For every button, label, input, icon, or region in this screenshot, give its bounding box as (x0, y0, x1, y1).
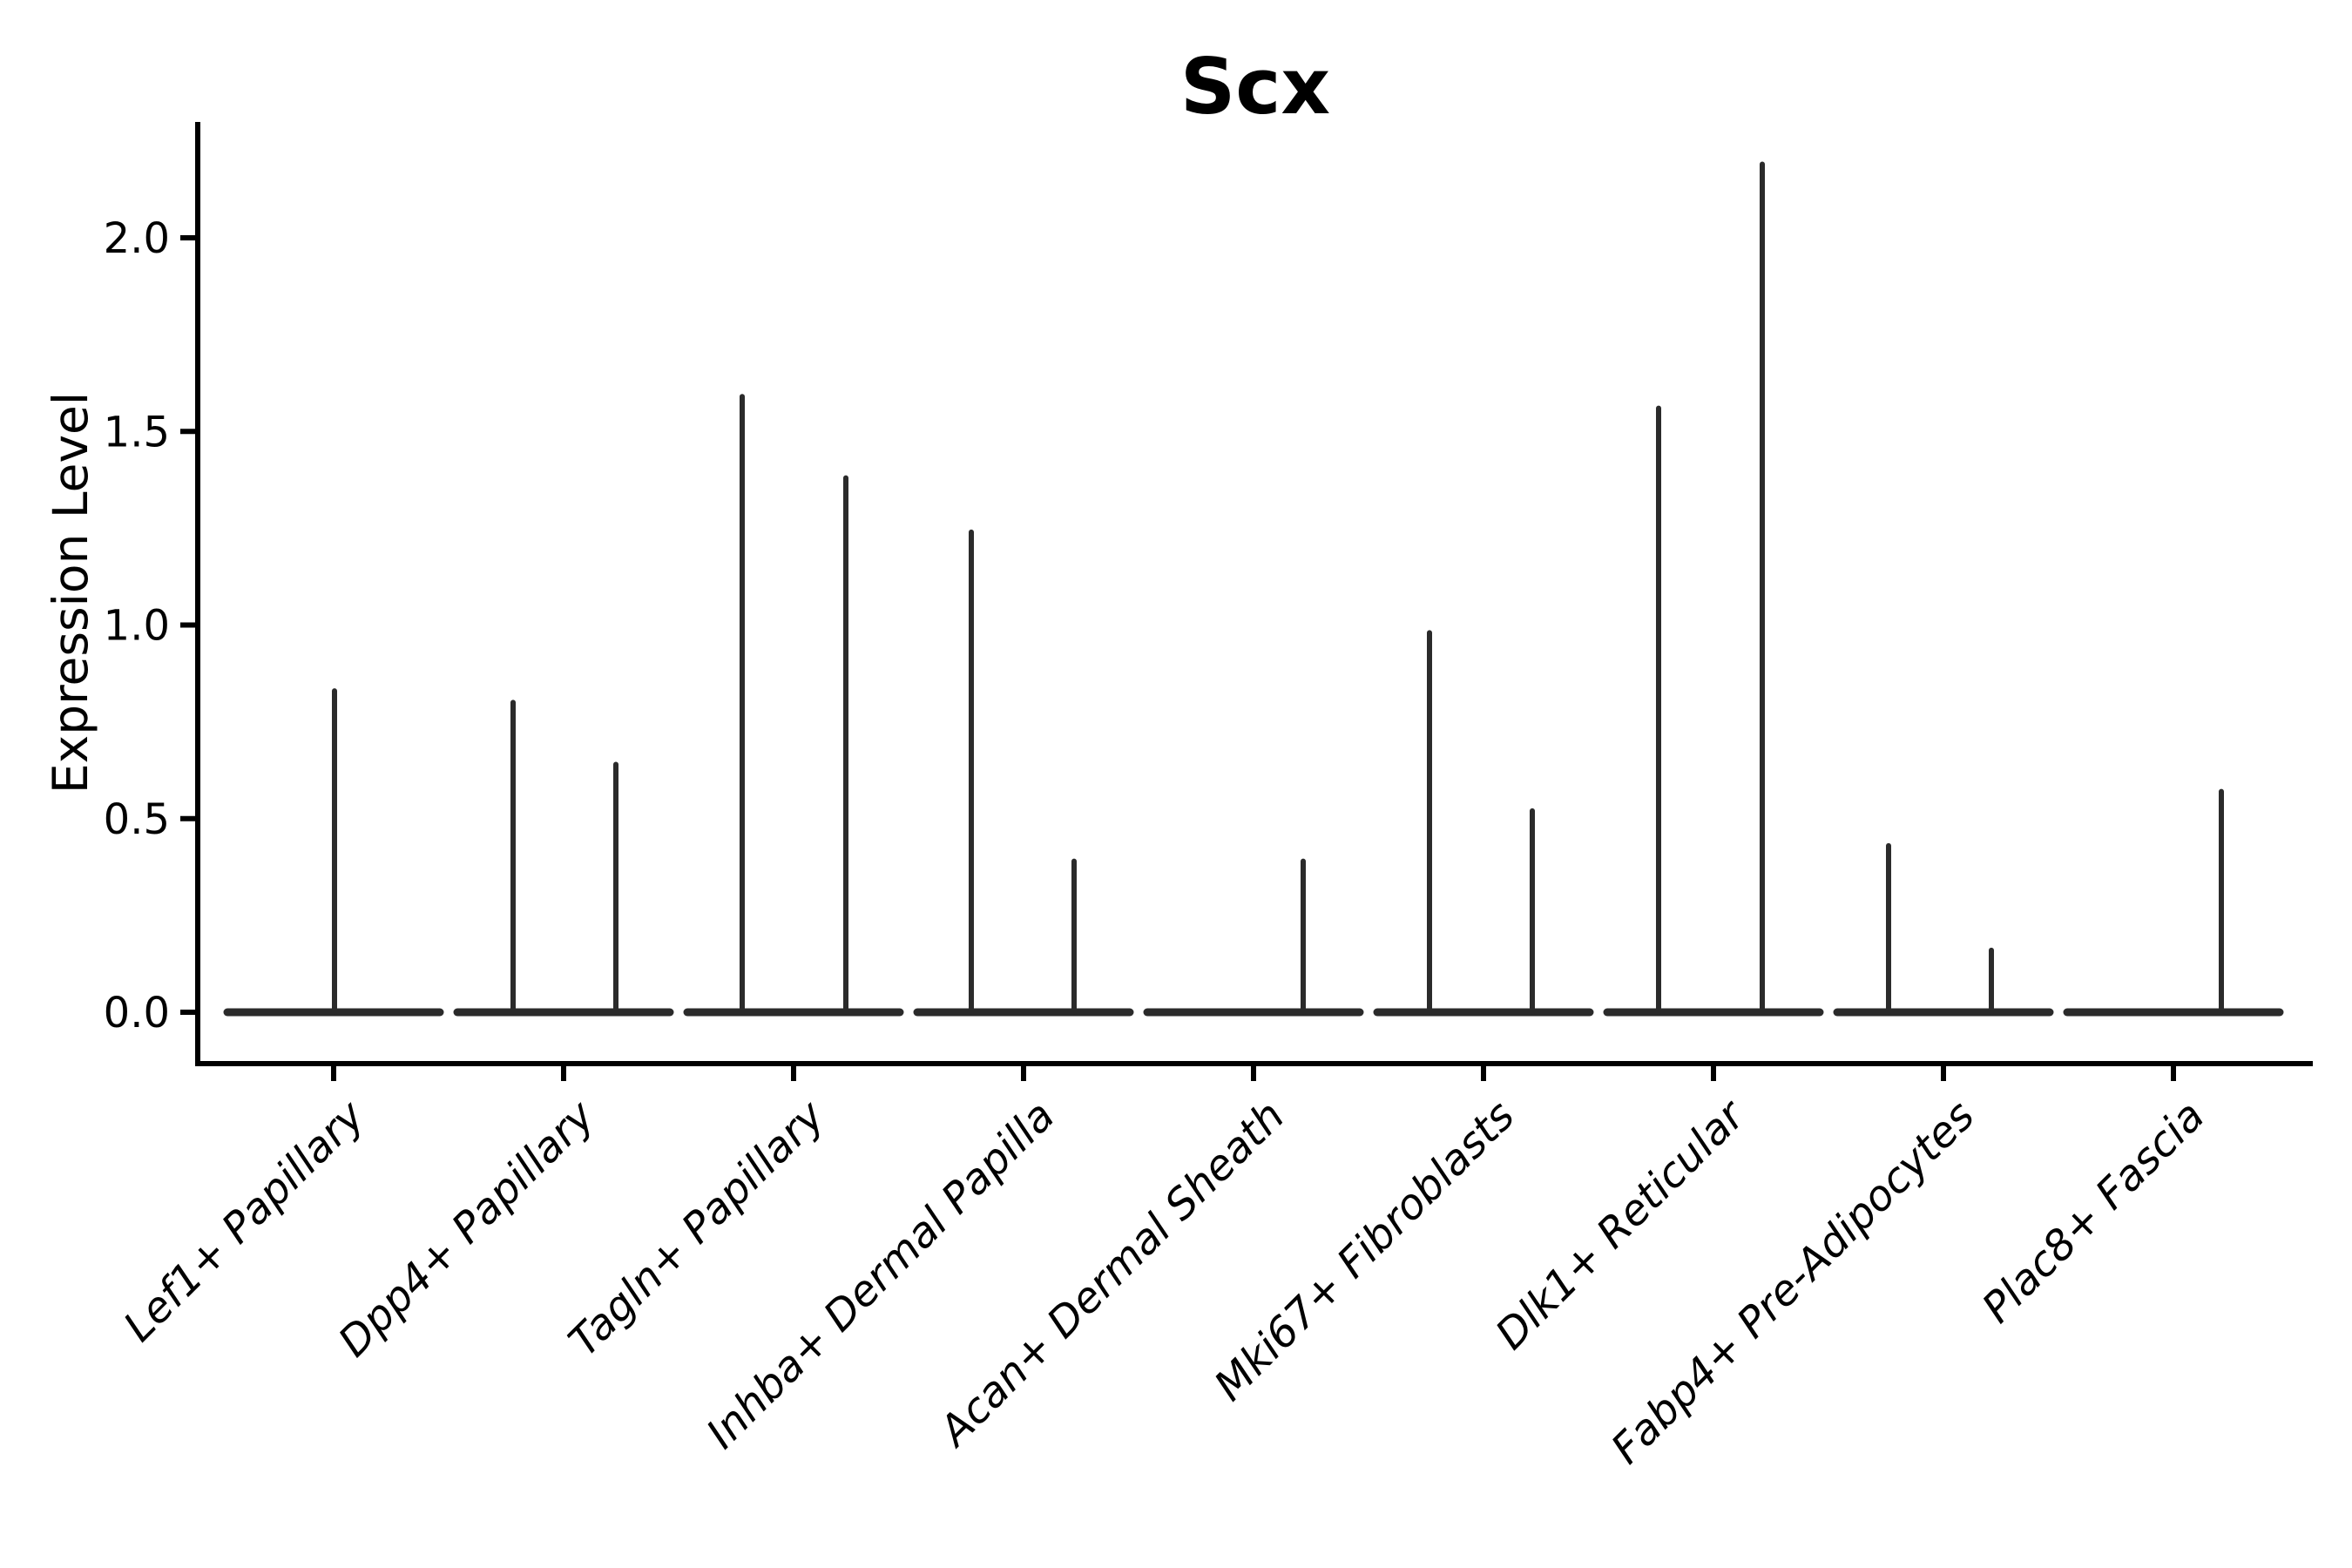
x-tick-label: Dlk1+ Reticular (1486, 1090, 1756, 1360)
y-tick-label: 0.0 (104, 989, 170, 1037)
y-tick-label: 0.5 (104, 795, 170, 844)
chart-title: Scx (1180, 42, 1330, 132)
y-tick-label: 1.0 (104, 602, 170, 651)
y-tick-label: 1.5 (104, 408, 170, 456)
x-tick-label: Dpp4+ Papillary (329, 1091, 605, 1366)
y-axis-label: Expression Level (43, 392, 98, 794)
x-tick-label: Fabp4+ Pre-Adipocytes (1602, 1092, 1984, 1474)
x-tick-label: Tagln+ Papillary (559, 1091, 835, 1366)
x-tick-label: Plac8+ Fascia (1973, 1092, 2214, 1333)
y-tick-label: 2.0 (104, 214, 170, 263)
x-tick-label: Lef1+ Papillary (114, 1091, 375, 1351)
